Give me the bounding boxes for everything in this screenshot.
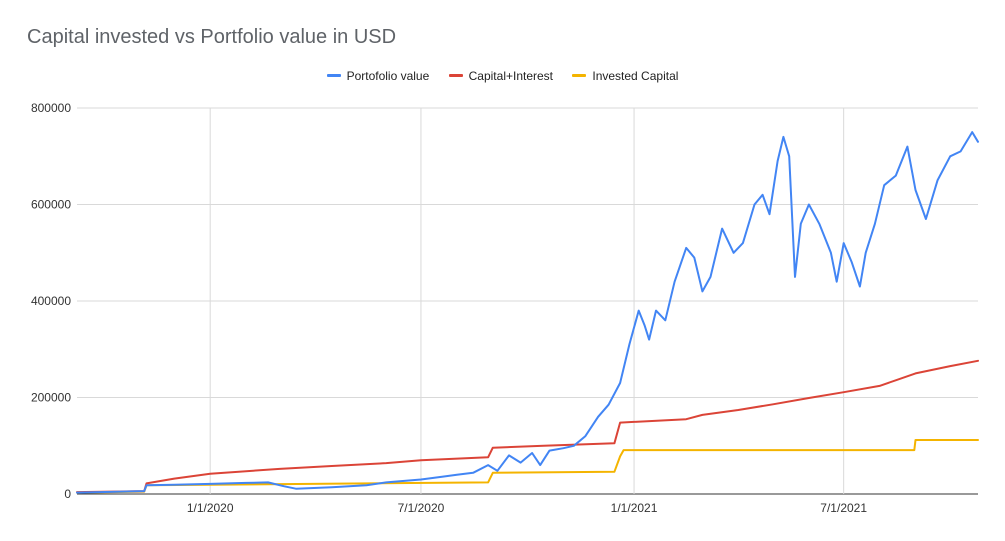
- legend-swatch-capital-interest: [448, 74, 463, 77]
- y-tick-label: 800000: [31, 101, 71, 115]
- x-tick-label: 1/1/2021: [611, 501, 658, 515]
- y-tick-label: 600000: [31, 198, 71, 212]
- series-line-portofolio-value: [76, 131, 979, 494]
- chart-title: Capital invested vs Portfolio value in U…: [27, 26, 397, 48]
- x-tick-label: 7/1/2021: [820, 501, 867, 515]
- legend-label-capital-interest: Capital+Interest: [468, 68, 554, 83]
- legend-swatch-portfolio: [326, 74, 341, 77]
- legend-item-portfolio: Portofolio value: [326, 68, 430, 83]
- series-line-capital-interest: [76, 359, 979, 494]
- x-tick-label: 1/1/2020: [187, 501, 234, 515]
- x-tick-label: 7/1/2020: [398, 501, 445, 515]
- legend: Portofolio value Capital+Interest Invest…: [0, 66, 1005, 83]
- legend-item-invested-capital: Invested Capital: [572, 69, 678, 83]
- legend-label-portfolio: Portofolio value: [346, 68, 430, 83]
- y-tick-label: 200000: [31, 391, 71, 405]
- legend-label-invested-capital: Invested Capital: [592, 68, 679, 83]
- y-tick-label: 0: [64, 487, 71, 501]
- legend-item-capital-interest: Capital+Interest: [448, 68, 554, 83]
- legend-swatch-invested-capital: [572, 74, 587, 77]
- y-tick-label: 400000: [31, 294, 71, 308]
